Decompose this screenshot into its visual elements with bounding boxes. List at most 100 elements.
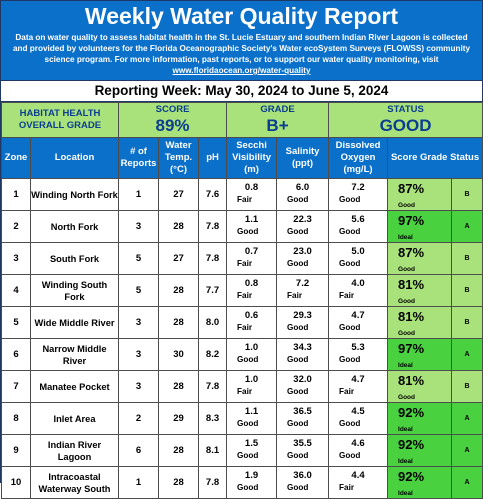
table-row: 6 Narrow Middle River 3 30 8.2 1.0 Good 34.3 Goo… (1, 338, 483, 371)
table-body: 1 Winding North Fork 1 27 7.6 0.8 Fair 6.0 Good 7… (1, 178, 483, 499)
zone-cell: 8 (1, 402, 31, 435)
oxygen-desc: Good (339, 419, 361, 428)
zone-cell: 4 (1, 274, 31, 307)
reports-cell: 1 (118, 178, 160, 211)
salinity-desc: Good (287, 419, 309, 428)
salinity-value: 23.0 (293, 246, 312, 257)
location-cell: Manatee Pocket (29, 370, 120, 403)
secchi-value: 1.1 (244, 214, 259, 225)
water-quality-link[interactable]: www.floridaocean.org/water-quality (172, 66, 311, 75)
oxygen-cell: 4.0 Fair (328, 274, 389, 307)
secchi-desc: Good (237, 451, 259, 460)
grade-cell: A (451, 338, 483, 371)
oxygen-value: 4.4 (351, 470, 365, 481)
temp-cell: 29 (158, 402, 200, 435)
water-quality-table: HABITAT HEALTH OVERALL GRADE SCORE 89% G… (0, 102, 483, 499)
grade-cell: A (451, 434, 483, 467)
salinity-value: 29.3 (293, 310, 312, 321)
score-value: 81% (398, 309, 425, 324)
score-value: 87% (398, 181, 425, 196)
status-value: Good (398, 202, 415, 209)
salinity-cell: 29.3 Good (276, 306, 330, 339)
column-header-row: Zone Location # of Reports Water Temp. (… (1, 137, 483, 179)
table-row: 5 Wide Middle River 3 28 8.0 0.6 Fair 29.3 Good 4… (1, 306, 483, 339)
status-value: Good (398, 330, 415, 337)
secchi-cell: 1.0 Fair (226, 370, 278, 403)
score-value: 97% (398, 341, 425, 356)
oxygen-value: 4.5 (351, 406, 365, 417)
score-cell: 92% Ideal (387, 402, 453, 435)
location-cell: Inlet Area (29, 402, 120, 435)
ph-cell: 7.8 (198, 210, 228, 243)
secchi-value: 0.8 (244, 278, 259, 289)
salinity-cell: 22.3 Good (276, 210, 330, 243)
salinity-cell: 7.2 Fair (276, 274, 330, 307)
salinity-desc: Fair (287, 291, 303, 300)
intro-text: Data on water quality to assess habitat … (7, 32, 476, 76)
score-value: 92% (398, 437, 425, 452)
report-title: Weekly Water Quality Report (84, 3, 399, 29)
oxygen-cell: 4.7 Fair (328, 370, 389, 403)
score-caption: SCORE (155, 104, 190, 115)
secchi-value: 0.7 (244, 246, 259, 257)
temp-cell: 28 (158, 306, 200, 339)
salinity-value: 35.5 (293, 438, 312, 449)
score-cell: 97% Ideal (387, 210, 453, 243)
secchi-cell: 0.8 Fair (226, 178, 278, 211)
status-value: Ideal (398, 426, 413, 433)
grade-cell: A (451, 210, 483, 243)
col-oxygen: Dissolved Oxygen (mg/L) (328, 137, 389, 179)
ph-cell: 8.3 (198, 402, 228, 435)
secchi-desc: Good (237, 355, 259, 364)
oxygen-desc: Good (339, 323, 361, 332)
zone-cell: 2 (1, 210, 31, 243)
ph-cell: 8.1 (198, 434, 228, 467)
temp-cell: 28 (158, 210, 200, 243)
status-value: Good (398, 266, 415, 273)
secchi-value: 1.0 (244, 374, 259, 385)
score-cell: 87% Good (387, 242, 453, 275)
overall-grade: B+ (266, 116, 289, 135)
reports-cell: 5 (118, 242, 160, 275)
secchi-cell: 1.1 Good (226, 402, 278, 435)
ph-cell: 7.7 (198, 274, 228, 307)
reports-cell: 2 (118, 402, 160, 435)
temp-cell: 27 (158, 242, 200, 275)
zone-cell: 5 (1, 306, 31, 339)
salinity-value: 36.0 (293, 470, 312, 481)
intro-body: Data on water quality to assess habitat … (12, 33, 471, 64)
score-value: 81% (398, 373, 425, 388)
secchi-value: 1.9 (244, 470, 259, 481)
col-zone: Zone (1, 137, 31, 179)
secchi-cell: 1.5 Good (226, 434, 278, 467)
score-value: 97% (398, 213, 425, 228)
score-cell: 81% Good (387, 370, 453, 403)
table-row: 4 Winding South Fork 5 28 7.7 0.8 Fair 7.2 Fair 4… (1, 274, 483, 307)
grade-cell: A (451, 402, 483, 435)
oxygen-desc: Good (339, 227, 361, 236)
overall-status-cell: STATUS GOOD (328, 102, 483, 138)
zone-cell: 9 (1, 434, 31, 467)
oxygen-desc: Good (339, 195, 361, 204)
col-score-grade-status: Score Grade Status (387, 137, 483, 179)
secchi-desc: Good (237, 227, 259, 236)
secchi-value: 1.1 (244, 406, 259, 417)
grade-cell: B (451, 178, 483, 211)
score-value: 87% (398, 245, 425, 260)
secchi-desc: Fair (237, 291, 253, 300)
location-cell: Wide Middle River (29, 306, 120, 339)
secchi-desc: Fair (237, 387, 253, 396)
table-row: 9 Indian River Lagoon 6 28 8.1 1.5 Good 35.5 Goo… (1, 434, 483, 467)
zone-cell: 3 (1, 242, 31, 275)
score-cell: 81% Good (387, 306, 453, 339)
oxygen-cell: 4.5 Good (328, 402, 389, 435)
salinity-value: 7.2 (295, 278, 310, 289)
status-value: Ideal (398, 458, 413, 465)
oxygen-cell: 7.2 Good (328, 178, 389, 211)
col-reports: # of Reports (118, 137, 160, 179)
secchi-desc: Fair (237, 195, 253, 204)
secchi-value: 0.6 (244, 310, 259, 321)
oxygen-desc: Good (339, 355, 361, 364)
temp-cell: 28 (158, 274, 200, 307)
overall-grade-row: HABITAT HEALTH OVERALL GRADE SCORE 89% G… (0, 102, 483, 138)
